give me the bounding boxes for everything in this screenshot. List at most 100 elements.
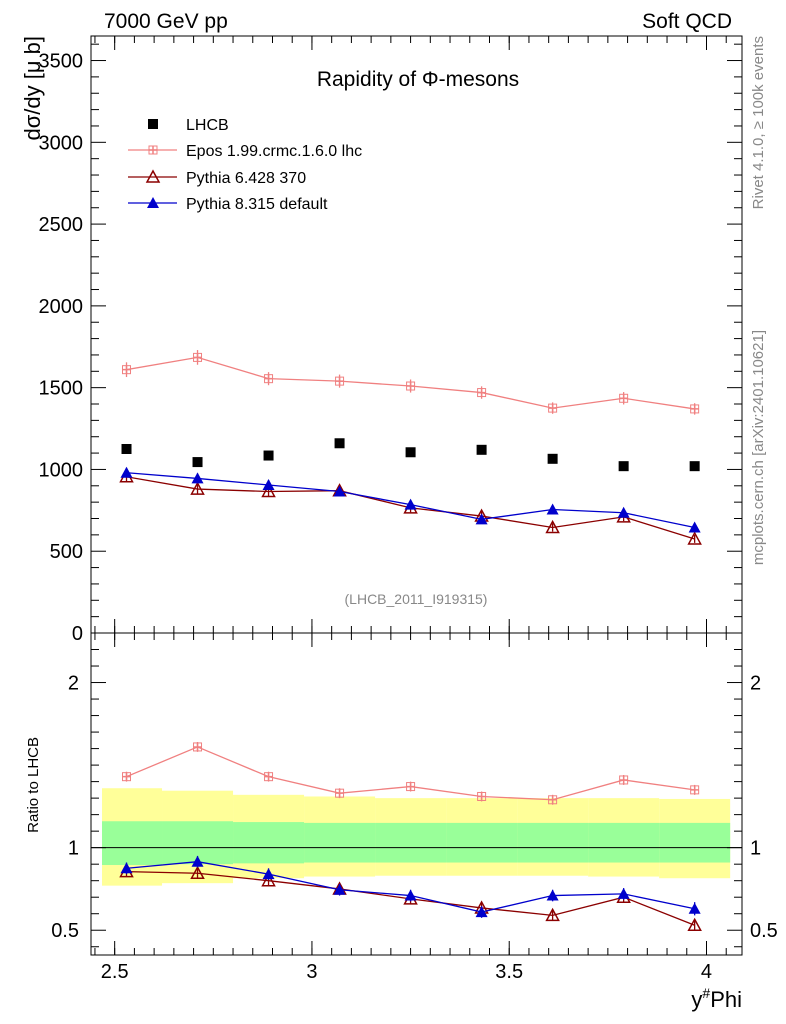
y-tick-label: 0: [72, 623, 83, 645]
epos-ratio-point-box: [690, 785, 700, 795]
epos-ratio-point-box: [193, 742, 203, 752]
pythia8-point: [546, 503, 559, 515]
chart-title: Rapidity of Φ-mesons: [317, 68, 519, 91]
pythia8-ratio-point: [617, 887, 630, 899]
pythia8-point: [191, 472, 204, 484]
pythia8-point: [333, 485, 346, 497]
pythia8-ratio-point: [404, 889, 417, 901]
x-tick-label: 3: [306, 961, 317, 983]
epos-ratio-point: [264, 772, 273, 781]
lhcb-point: [263, 450, 274, 461]
pythia8-ratio-point: [191, 855, 204, 867]
pythia6-point: [190, 481, 205, 495]
lhcb-point: [334, 438, 345, 449]
ratio-tick-label-left: 1: [68, 838, 79, 860]
epos-point: [406, 382, 415, 391]
epos-ratio-point: [193, 742, 202, 751]
pythia6-point: [261, 483, 276, 498]
band-inner-bin: [588, 822, 660, 863]
ratio-tick-label-right: 0.5: [750, 920, 778, 942]
pythia8-point: [475, 513, 488, 525]
epos-ratio-point: [690, 785, 699, 794]
lhcb-point: [192, 457, 203, 468]
epos-point-box: [477, 388, 487, 398]
pythia8-point: [688, 521, 701, 533]
x-tick-label: 2.5: [101, 961, 129, 983]
rivet-version-label: Rivet 4.1.0, ≥ 100k events: [750, 36, 767, 209]
epos-ratio-point: [122, 772, 131, 781]
pythia8-point: [404, 498, 417, 510]
pythia8-ratio-point: [546, 889, 559, 901]
epos-point: [335, 377, 344, 386]
epos-point: [690, 404, 699, 413]
epos-point-box: [335, 376, 345, 386]
pythia6-point: [687, 531, 702, 545]
epos-ratio-point: [619, 775, 628, 784]
band-inner-bin: [659, 822, 731, 863]
pythia8-ratio-point: [333, 883, 346, 895]
epos-ratio-point-box: [548, 795, 558, 805]
axis-tick-labels: 2.5 3 3.5 4 0 500 1000 1500 2000 2500 3000 3500 0.5 0…: [39, 51, 778, 983]
x-axis-title-sup: #: [702, 985, 710, 1001]
pythia8-point: [617, 506, 630, 518]
pythia6-ratio-point: [190, 865, 205, 880]
lhcb-point: [405, 447, 416, 458]
y-tick-label: 3500: [39, 51, 84, 73]
epos-point-box: [619, 393, 629, 403]
axis-ticks: [91, 36, 742, 955]
analysis-id: (LHCB_2011_I919315): [345, 591, 488, 607]
pythia8-ratio-point: [475, 906, 488, 918]
epos-point-box: [548, 403, 558, 413]
band-inner-bin: [517, 822, 589, 863]
x-tick-label: 3.5: [495, 961, 523, 983]
legend-marker-epos: [149, 146, 157, 154]
epos-ratio-point: [335, 789, 344, 798]
band-inner-bin: [304, 822, 376, 863]
legend-label-lhcb: LHCB: [186, 117, 229, 134]
epos-point: [193, 353, 202, 362]
epos-ratio-point: [406, 782, 415, 791]
lhcb-point: [476, 444, 487, 455]
data-series: [119, 350, 702, 932]
ratio-panel-frame: [90, 632, 743, 956]
lhcb-point: [121, 443, 132, 454]
epos-ratio-point-box: [122, 772, 132, 782]
epos-ratio-point-box: [335, 788, 345, 798]
pythia6-ratio-point: [545, 907, 560, 922]
epos-ratio-point: [477, 792, 486, 801]
legend-label-epos: Epos 1.99.crmc.1.6.0 lhc: [186, 143, 362, 160]
pythia6-ratio-point: [687, 917, 702, 932]
mcplots-source-label: mcplots.cern.ch [arXiv:2401.10621]: [750, 330, 767, 565]
band-inner-bin: [102, 821, 163, 866]
series-lhcb: [121, 438, 700, 472]
y-tick-label: 1500: [39, 378, 84, 400]
ratio-axis-title: Ratio to LHCB: [25, 737, 42, 833]
lhcb-point: [547, 453, 558, 464]
legend-marker-epos-box: [148, 145, 158, 155]
epos-point: [548, 404, 557, 413]
pythia8-ratio-point: [262, 868, 275, 880]
series-epos: [122, 350, 700, 805]
legend: LHCB Epos 1.99.crmc.1.6.0 lhc Pythia 6.428…: [128, 117, 362, 213]
epos-point: [477, 388, 486, 397]
epos-ratio-point-box: [619, 775, 629, 785]
ratio-tick-label-right: 2: [750, 673, 761, 695]
pythia6-ratio-point: [261, 873, 276, 887]
epos-ratio-point-box: [477, 791, 487, 801]
header-beam-label: 7000 GeV pp: [104, 10, 228, 33]
epos-point: [619, 394, 628, 403]
ratio-tick-label-right: 1: [750, 838, 761, 860]
y-tick-label: 500: [50, 541, 83, 563]
header-category-label: Soft QCD: [642, 10, 732, 33]
epos-point-box: [264, 374, 274, 384]
y-axis-title: dσ/dy [μ b]: [20, 36, 45, 141]
pythia8-ratio-point: [688, 902, 701, 914]
legend-marker-pythia6: [145, 169, 161, 183]
x-axis-title: y#Phi: [691, 985, 742, 1012]
epos-point-box: [122, 365, 132, 375]
epos-point: [264, 374, 273, 383]
pythia8-ratio-point: [120, 862, 133, 874]
epos-point-box: [690, 404, 700, 414]
epos-ratio-point-box: [264, 772, 274, 782]
